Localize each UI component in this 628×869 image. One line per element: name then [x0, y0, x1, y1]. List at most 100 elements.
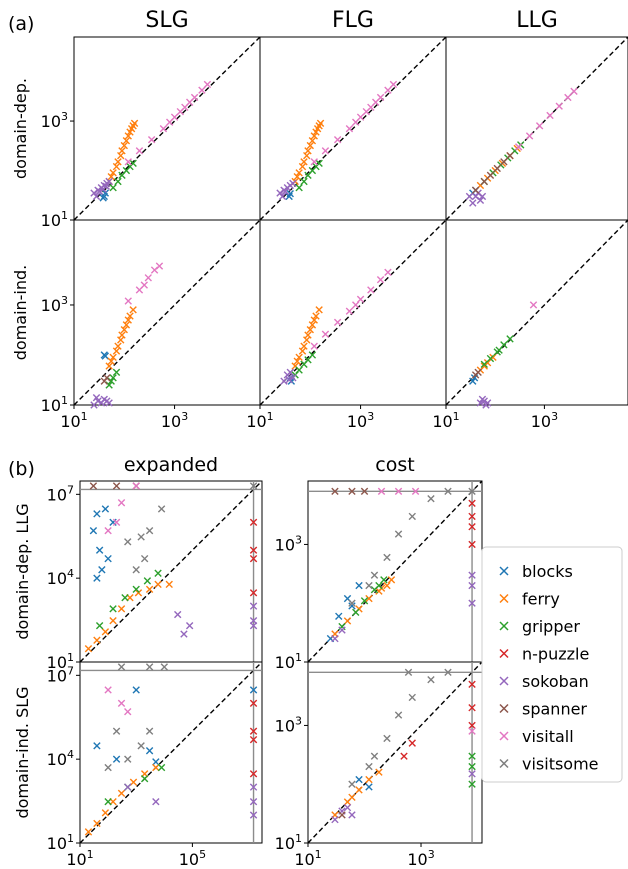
point-spanner: [493, 164, 501, 173]
point-sokoban: [249, 602, 258, 610]
point-visitall: [384, 86, 392, 94]
point-n-puzzle: [249, 546, 258, 554]
point-gripper: [495, 346, 503, 354]
point-sokoban: [468, 770, 476, 778]
x-tick-label: 103: [531, 410, 558, 431]
legend-marker: [499, 758, 509, 769]
point-gripper: [360, 597, 369, 605]
point-spanner: [506, 151, 514, 160]
legend-label: n-puzzle: [522, 645, 589, 664]
point-blocks: [98, 566, 106, 574]
point-visitsome: [140, 554, 149, 563]
point-blocks: [93, 510, 101, 518]
point-ferry: [127, 125, 136, 133]
point-ferry: [107, 173, 115, 181]
legend-item-sokoban: sokoban: [499, 672, 589, 691]
point-visitall: [112, 518, 121, 526]
point-visitsome: [348, 599, 356, 607]
point-n-puzzle: [468, 721, 476, 730]
point-ferry: [383, 581, 391, 590]
y-tick-label: 101: [275, 651, 302, 672]
point-blocks: [145, 747, 154, 755]
point-sokoban: [289, 179, 297, 188]
point-visitall: [104, 686, 112, 694]
point-visitall: [570, 87, 578, 95]
point-visitsome: [249, 482, 258, 490]
point-blocks: [93, 574, 101, 582]
point-visitsome: [408, 693, 416, 702]
point-ferry: [387, 576, 396, 584]
point-visitall: [104, 526, 112, 535]
point-n-puzzle: [468, 523, 476, 531]
point-visitall: [564, 93, 572, 102]
point-visitall: [345, 125, 354, 133]
point-ferry: [308, 137, 317, 145]
point-ferry: [316, 119, 325, 128]
y-tick-label: 107: [47, 483, 74, 504]
point-sokoban: [249, 783, 258, 791]
point-ferry: [109, 617, 117, 625]
point-ferry: [117, 605, 126, 613]
subplot-title: cost: [375, 454, 414, 476]
point-gripper: [109, 183, 117, 192]
point-blocks: [95, 546, 104, 554]
legend-item-n-puzzle: n-puzzle: [499, 645, 589, 664]
point-visitall: [124, 297, 132, 305]
point-visitall: [529, 301, 538, 309]
y-axis-label: domain-dep. LLG: [13, 503, 32, 639]
point-n-puzzle: [468, 512, 476, 521]
legend-label: blocks: [522, 562, 573, 581]
point-visitall: [352, 118, 360, 126]
point-visitall: [198, 86, 206, 94]
point-gripper: [308, 351, 317, 359]
x-tick-label: 101: [60, 410, 87, 431]
point-blocks: [112, 755, 121, 763]
subplot-6: 101 103: [432, 219, 628, 431]
point-blocks: [355, 775, 363, 784]
point-visitsome: [394, 711, 403, 719]
point-ferry: [105, 362, 113, 370]
point-ferry: [84, 644, 93, 653]
point-sokoban: [105, 399, 113, 407]
point-blocks: [249, 686, 258, 694]
point-visitsome: [112, 727, 121, 735]
point-visitall: [140, 281, 148, 289]
point-n-puzzle: [249, 699, 258, 707]
point-blocks: [286, 190, 294, 198]
point-ferry: [114, 158, 122, 166]
point-n-puzzle: [249, 554, 258, 563]
point-sokoban: [174, 610, 182, 619]
point-visitall: [135, 147, 144, 155]
point-gripper: [157, 763, 166, 772]
point-ferry: [308, 321, 317, 329]
subplot-title: FLG: [332, 8, 374, 33]
subplot-3: LLG: [445, 8, 628, 221]
point-visitsome: [383, 553, 391, 562]
point-ferry: [112, 162, 121, 171]
legend-marker: [499, 621, 509, 631]
point-sokoban: [469, 199, 477, 207]
point-visitall: [345, 307, 354, 315]
point-blocks: [132, 686, 140, 694]
point-ferry: [134, 589, 143, 597]
point-blocks: [89, 526, 98, 535]
point-visitall: [117, 699, 126, 707]
point-gripper: [506, 335, 514, 343]
y-tick-label: 107: [47, 664, 74, 685]
legend-label: ferry: [522, 590, 560, 609]
point-spanner: [486, 171, 495, 180]
point-visitall: [546, 111, 554, 120]
subplot-8: 101 103 cost: [275, 454, 483, 672]
point-ferry: [126, 312, 134, 320]
point-ferry: [300, 158, 308, 166]
point-visitall: [377, 487, 386, 496]
point-n-puzzle: [400, 752, 408, 760]
point-blocks: [101, 189, 110, 197]
point-ferry: [109, 353, 117, 361]
point-n-puzzle: [468, 499, 476, 508]
point-n-puzzle: [249, 589, 258, 597]
axes-frame: [79, 661, 263, 844]
point-gripper: [352, 608, 360, 617]
point-visitsome: [132, 566, 140, 574]
point-ferry: [165, 580, 173, 589]
